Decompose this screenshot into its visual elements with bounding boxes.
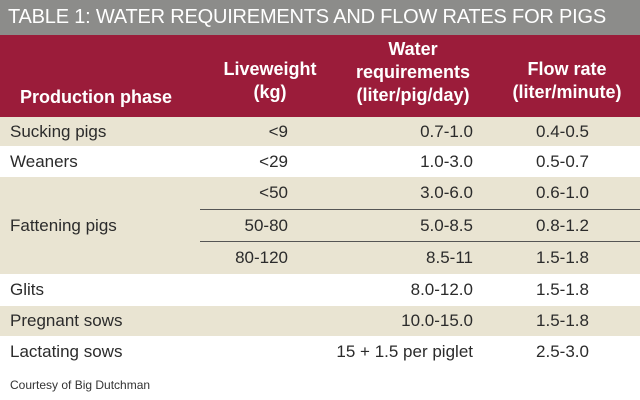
cell-liveweight: 50-80	[244, 216, 288, 235]
cell-flow: 0.4-0.5	[536, 122, 589, 141]
cell-water: 15 + 1.5 per piglet	[336, 342, 473, 361]
cell-phase: Fattening pigs	[10, 216, 117, 235]
header-flow-rate: Flow rate (liter/minute)	[503, 58, 631, 104]
cell-phase: Lactating sows	[10, 342, 123, 361]
row-divider	[200, 209, 640, 210]
header-water-line3: (liter/pig/day)	[356, 85, 470, 105]
cell-flow: 1.5-1.8	[536, 311, 589, 330]
table-subrow: 50-80 5.0-8.5 0.8-1.2	[0, 210, 640, 241]
table-row: Sucking pigs <9 0.7-1.0 0.4-0.5	[0, 117, 640, 146]
cell-liveweight: <29	[259, 152, 288, 171]
header-water-line1: Water	[388, 39, 438, 59]
header-liveweight: Liveweight (kg)	[206, 58, 334, 104]
courtesy-note: Courtesy of Big Dutchman	[10, 378, 151, 392]
cell-flow: 0.8-1.2	[536, 216, 589, 235]
header-water-requirements: Water requirements (liter/pig/day)	[343, 38, 483, 107]
cell-water: 5.0-8.5	[420, 216, 473, 235]
cell-phase: Sucking pigs	[10, 122, 107, 141]
cell-liveweight: <50	[259, 183, 288, 202]
cell-water: 0.7-1.0	[420, 122, 473, 141]
table-subrow: <50 3.0-6.0 0.6-1.0	[0, 177, 640, 209]
table-subrow: 80-120 8.5-11 1.5-1.8	[0, 242, 640, 274]
header-flow-line2: (liter/minute)	[512, 82, 622, 102]
cell-phase: Weaners	[10, 152, 78, 171]
header-liveweight-line2: (kg)	[253, 82, 287, 102]
cell-phase: Pregnant sows	[10, 311, 123, 330]
header-flow-line1: Flow rate	[527, 59, 607, 79]
cell-liveweight: 80-120	[235, 248, 288, 267]
cell-phase: Glits	[10, 280, 44, 299]
cell-water: 8.0-12.0	[410, 280, 473, 299]
row-divider	[200, 241, 640, 242]
table-row-group-fattening: Fattening pigs <50 3.0-6.0 0.6-1.0 50-80…	[0, 177, 640, 274]
cell-flow: 0.5-0.7	[536, 152, 589, 171]
cell-water: 8.5-11	[426, 248, 473, 267]
table-row: Glits 8.0-12.0 1.5-1.8	[0, 274, 640, 306]
cell-flow: 2.5-3.0	[536, 342, 589, 361]
cell-water: 3.0-6.0	[420, 183, 473, 202]
table-title: TABLE 1: WATER REQUIREMENTS AND FLOW RAT…	[0, 0, 640, 35]
header-production-phase: Production phase	[20, 87, 173, 107]
table-row: Pregnant sows 10.0-15.0 1.5-1.8	[0, 306, 640, 336]
cell-water: 1.0-3.0	[420, 152, 473, 171]
cell-flow: 1.5-1.8	[536, 248, 589, 267]
cell-liveweight: <9	[268, 122, 288, 141]
table-row: Lactating sows 15 + 1.5 per piglet 2.5-3…	[0, 336, 640, 367]
table-header: Production phase Liveweight (kg) Water r…	[0, 35, 640, 117]
table-row: Weaners <29 1.0-3.0 0.5-0.7	[0, 146, 640, 177]
header-liveweight-line1: Liveweight	[223, 59, 317, 79]
cell-flow: 1.5-1.8	[536, 280, 589, 299]
cell-flow: 0.6-1.0	[536, 183, 589, 202]
cell-water: 10.0-15.0	[401, 311, 473, 330]
header-water-line2: requirements	[355, 62, 471, 82]
